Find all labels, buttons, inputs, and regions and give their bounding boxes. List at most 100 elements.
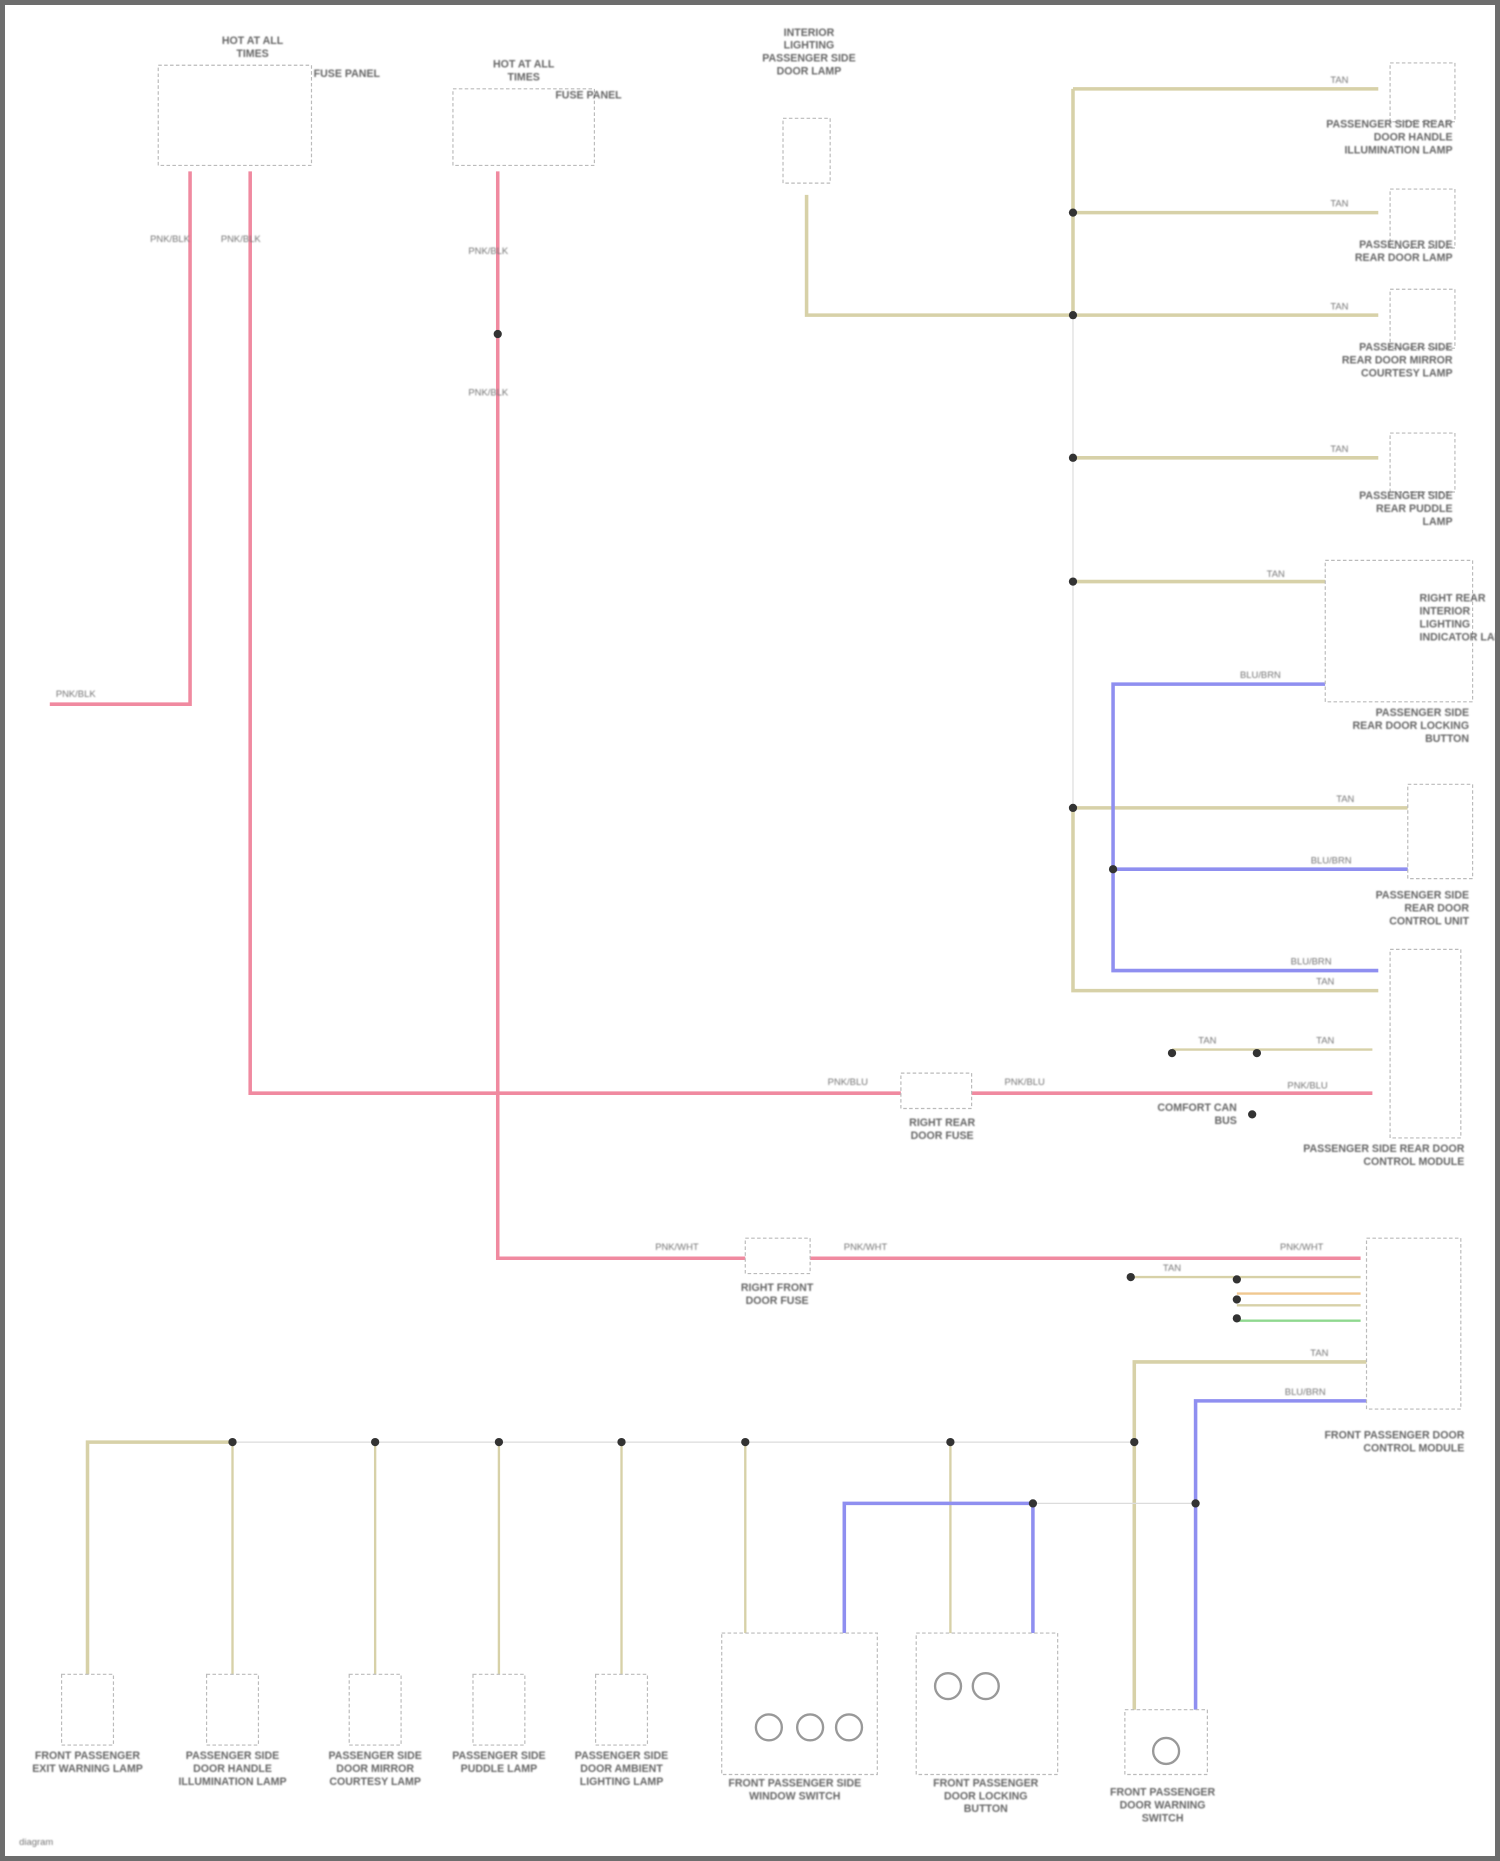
wire-label: PNK/BLK	[150, 233, 191, 244]
splice-dot	[1068, 208, 1078, 217]
component-label: COMFORT CAN BUS	[1157, 1102, 1236, 1127]
splice-dot	[1068, 453, 1078, 462]
fuse-low	[744, 1237, 811, 1275]
component-label: HOT AT ALL TIMES	[222, 35, 284, 60]
wire-label: TAN	[1310, 1347, 1328, 1358]
splice-dot	[946, 1437, 955, 1447]
wire-label: PNK/BLK	[468, 245, 509, 256]
wire-label: PNK/BLK	[56, 688, 97, 699]
wire-label: BLU/BRN	[1291, 956, 1332, 967]
wire-label: TAN	[1330, 300, 1348, 311]
splice-dot	[493, 329, 502, 339]
splice-dot	[1191, 1499, 1200, 1508]
splice-dot	[1068, 311, 1078, 320]
wire-label: BLU/BRN	[1285, 1386, 1326, 1397]
splice-dot	[228, 1437, 237, 1447]
wire-tan	[804, 194, 1379, 317]
splice-dot	[1028, 1499, 1038, 1508]
splice-dot	[1232, 1275, 1241, 1284]
wire-pink-b	[248, 171, 1373, 1095]
component-label: PASSENGER SIDE REAR DOOR MIRROR COURTESY L…	[1342, 342, 1453, 380]
component-label: RIGHT REAR DOOR FUSE	[909, 1117, 975, 1142]
splice-dot	[1126, 1272, 1135, 1282]
wire-tan	[1132, 1360, 1367, 1716]
wire-label: PNK/BLU	[1004, 1076, 1045, 1087]
bottom-lamp-5	[594, 1673, 649, 1746]
splice-dot	[1108, 865, 1118, 874]
bottom-lamp-3	[348, 1673, 402, 1746]
switch-contact-icon	[795, 1713, 825, 1742]
switch-contact-icon	[834, 1713, 864, 1742]
fuse-panel-b	[452, 88, 595, 167]
wire-label: TAN	[1198, 1035, 1216, 1046]
component-label: PASSENGER SIDE REAR DOOR LOCKING BUTTON	[1353, 707, 1470, 745]
component-label: PASSENGER SIDE DOOR MIRROR COURTESY LAMP	[328, 1750, 421, 1788]
wire-label: diagram	[19, 1836, 53, 1847]
component-label: FUSE PANEL	[314, 68, 381, 80]
splice-dot	[617, 1437, 626, 1447]
splice-dot	[1167, 1048, 1177, 1058]
wire-label: TAN	[1163, 1262, 1181, 1273]
wire-label: PNK/WHT	[1280, 1241, 1324, 1252]
component-label: PASSENGER SIDE DOOR AMBIENT LIGHTING LAMP	[575, 1750, 668, 1788]
diagram-canvas: PNK/BLK PNK/BLK PNK/BLK PNK/BLK PNK/BLK PNK/B…	[19, 27, 1495, 1847]
wire-label: BLU/BRN	[1240, 669, 1281, 680]
splice-dot	[1248, 1110, 1257, 1119]
wire-label: PNK/BLU	[1287, 1079, 1328, 1090]
wire-label: PNK/BLK	[468, 386, 509, 397]
module-control-unit	[1407, 783, 1474, 880]
wire-tan	[85, 1440, 233, 1681]
top-connector	[782, 117, 831, 184]
wire-tan	[1071, 807, 1379, 993]
wire-blue	[1111, 682, 1379, 973]
component-label: RIGHT FRONT DOOR FUSE	[741, 1282, 814, 1307]
rear-door-control-module	[1389, 948, 1462, 1139]
wire-label: TAN	[1330, 443, 1348, 454]
wire-label: TAN	[1316, 1035, 1334, 1046]
lamp-connector-2	[1389, 188, 1456, 249]
component-label: PASSENGER SIDE PUDDLE LAMP	[452, 1750, 545, 1775]
wire-label: PNK/WHT	[844, 1241, 888, 1252]
locking-button	[915, 1632, 1059, 1776]
component-label: PASSENGER SIDE DOOR HANDLE ILLUMINATION LA…	[178, 1750, 286, 1788]
wire-label: PNK/BLK	[221, 233, 262, 244]
fuse-mid	[900, 1072, 973, 1110]
splice-dot	[1130, 1437, 1139, 1447]
splice-dot	[1252, 1048, 1262, 1058]
lamp-connector-1	[1389, 62, 1456, 123]
component-label: PASSENGER SIDE REAR DOOR LAMP	[1355, 239, 1453, 264]
wire-label: TAN	[1330, 198, 1348, 209]
component-label: FRONT PASSENGER DOOR WARNING SWITCH	[1110, 1787, 1216, 1825]
wire-label: BLU/BRN	[1311, 854, 1352, 865]
switch-contact-icon	[971, 1671, 1000, 1701]
module-locking-button	[1324, 559, 1474, 703]
component-label: FRONT PASSENGER SIDE WINDOW SWITCH	[728, 1777, 861, 1802]
bottom-lamp-2	[205, 1673, 260, 1746]
bottom-lamp-1	[60, 1673, 115, 1746]
wire-blue	[842, 1501, 1035, 1639]
switch-contact-icon	[1151, 1736, 1181, 1766]
component-label: PASSENGER SIDE REAR DOOR CONTROL UNIT	[1376, 890, 1470, 928]
component-label: INTERIOR LIGHTING PASSENGER SIDE DOOR LAMP	[762, 27, 855, 78]
splice-dot	[741, 1437, 750, 1447]
lamp-connector-4	[1389, 432, 1456, 493]
wire-label: TAN	[1267, 568, 1285, 579]
window-switch	[721, 1632, 878, 1776]
splice-dot	[1068, 803, 1078, 813]
component-label: PASSENGER SIDE REAR DOOR HANDLE ILLUMINATI…	[1326, 119, 1453, 157]
component-label: FRONT PASSENGER DOOR LOCKING BUTTON	[933, 1777, 1039, 1815]
component-label: PASSENGER SIDE REAR DOOR CONTROL MODULE	[1303, 1143, 1464, 1168]
wire-label: TAN	[1336, 793, 1354, 804]
bottom-lamp-4	[472, 1673, 526, 1746]
wire-pink-c	[495, 171, 1361, 1260]
component-label: HOT AT ALL TIMES	[493, 59, 555, 84]
wire-label: TAN	[1316, 976, 1334, 987]
front-door-control-module	[1365, 1237, 1462, 1410]
switch-contact-icon	[933, 1671, 963, 1701]
wire-blue	[1193, 1399, 1367, 1716]
splice-dot	[1232, 1295, 1241, 1304]
fuse-panel-a	[157, 64, 313, 167]
wire-label: TAN	[1330, 74, 1348, 85]
